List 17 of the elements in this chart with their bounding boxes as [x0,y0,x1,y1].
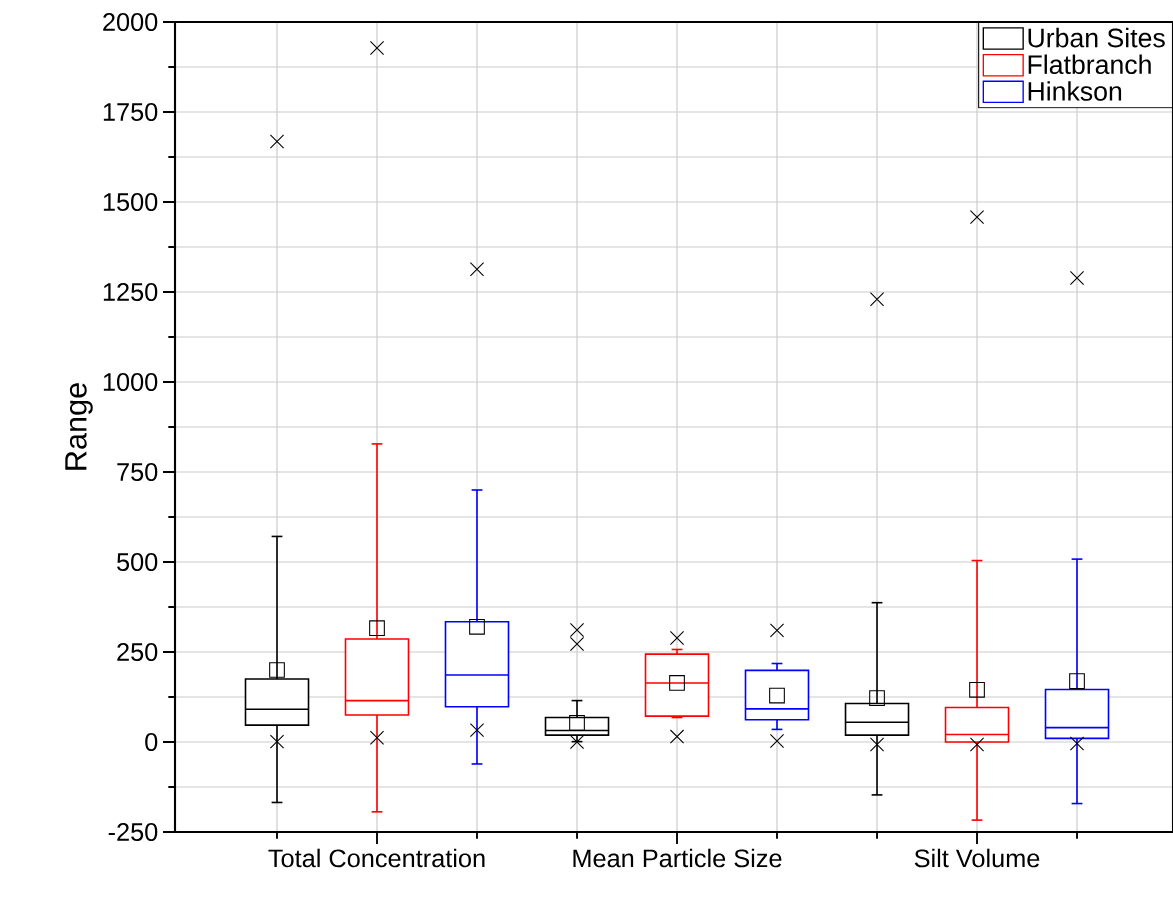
y-tick-label: 500 [117,553,158,571]
y-tick-label: -250 [108,823,158,841]
x-tick-label: Total Concentration [268,848,485,868]
x-tick-label: Silt Volume [914,848,1040,868]
y-axis-title: Range [65,383,93,470]
y-tick-label: 250 [117,643,158,661]
x-tick-label: Mean Particle Size [573,848,782,868]
y-tick-label: 1750 [103,103,158,121]
y-tick-label: 1250 [103,283,158,301]
y-tick-label: 750 [117,463,158,481]
legend-label: Hinkson [1028,81,1122,101]
legend-label: Urban Sites [1028,27,1165,48]
y-tick-label: 1000 [103,373,158,391]
y-tick-label: 2000 [103,13,158,31]
legend-label: Flatbranch [1028,54,1151,75]
y-tick-label: 0 [145,733,158,751]
y-tick-label: 1500 [103,193,158,211]
